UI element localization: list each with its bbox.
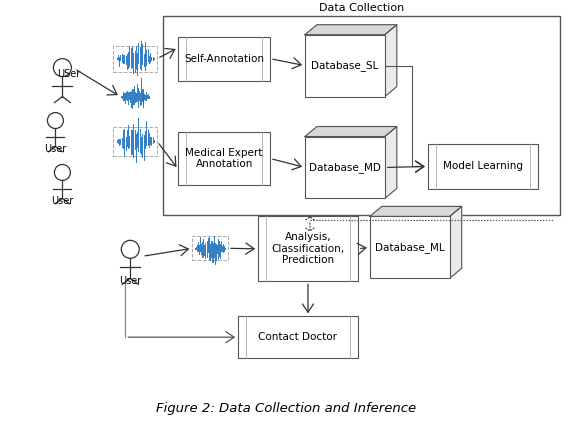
- Bar: [178, 132, 270, 185]
- Polygon shape: [385, 25, 397, 97]
- Bar: [238, 316, 358, 358]
- Text: Analysis,
Classification,
Prediction: Analysis, Classification, Prediction: [271, 232, 344, 265]
- Polygon shape: [450, 206, 462, 278]
- Bar: [113, 127, 157, 156]
- Text: Figure 2: Data Collection and Inference: Figure 2: Data Collection and Inference: [156, 402, 416, 414]
- Polygon shape: [305, 25, 397, 35]
- Polygon shape: [305, 127, 397, 136]
- Text: USer: USer: [57, 69, 80, 79]
- Bar: [428, 144, 538, 190]
- Bar: [192, 236, 228, 260]
- Text: Medical Expert
Annotation: Medical Expert Annotation: [185, 148, 263, 169]
- Text: Database_ML: Database_ML: [375, 242, 444, 253]
- Bar: [370, 216, 450, 278]
- Text: User: User: [119, 276, 141, 286]
- Text: Self-Annotation: Self-Annotation: [184, 54, 264, 63]
- Text: Database_SL: Database_SL: [311, 60, 379, 71]
- Bar: [305, 136, 385, 199]
- Text: Data Collection: Data Collection: [319, 3, 404, 13]
- Text: Model Learning: Model Learning: [443, 161, 523, 171]
- Bar: [258, 216, 358, 281]
- Text: User: User: [44, 144, 66, 155]
- Text: Database_MD: Database_MD: [309, 162, 381, 173]
- Polygon shape: [370, 206, 462, 216]
- Text: User: User: [51, 196, 74, 206]
- Bar: [113, 46, 157, 72]
- Bar: [163, 16, 559, 216]
- Bar: [305, 35, 385, 97]
- Polygon shape: [385, 127, 397, 199]
- Bar: [178, 37, 270, 81]
- Text: Contact Doctor: Contact Doctor: [259, 332, 337, 342]
